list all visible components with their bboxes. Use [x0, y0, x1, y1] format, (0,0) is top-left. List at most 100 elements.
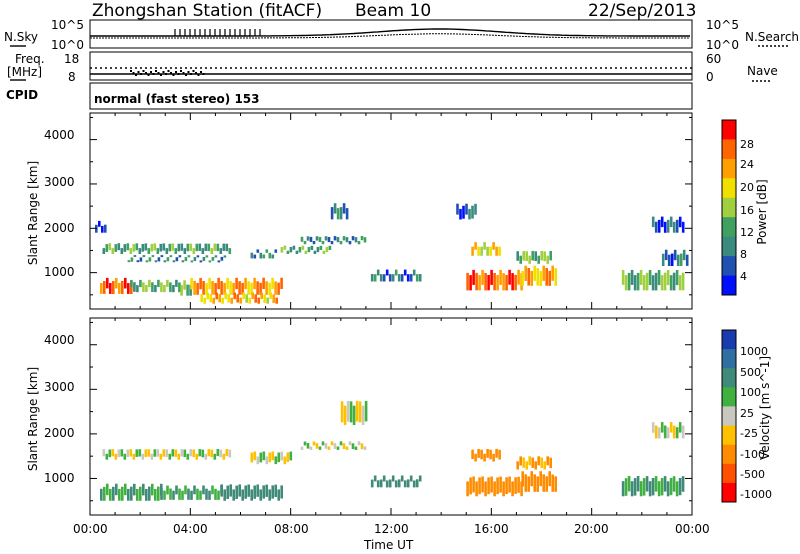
echo-cell — [163, 490, 166, 500]
freq-dot — [132, 72, 135, 74]
echo-cell — [289, 247, 293, 253]
p2-y-axis-label: Slant Range [km] — [26, 366, 40, 472]
echo-cell — [342, 443, 346, 449]
echo-cell — [165, 449, 169, 457]
echo-cell — [349, 401, 353, 423]
nsky-tick-high: 10^5 — [51, 18, 84, 32]
echo-cell — [169, 255, 173, 258]
echo-cell — [306, 443, 310, 449]
colorbar-cell — [722, 368, 736, 388]
echo-cell — [468, 208, 471, 220]
echo-cell — [202, 485, 205, 495]
echo-cell — [403, 480, 407, 488]
echo-cell — [661, 253, 665, 266]
echo-cell — [268, 489, 271, 501]
echo-cell — [316, 246, 320, 253]
echo-cell — [150, 453, 154, 460]
echo-cell — [201, 248, 205, 254]
echo-cell — [364, 400, 368, 422]
echo-cell — [642, 275, 646, 291]
echo-cell — [187, 488, 190, 500]
echo-cell — [147, 248, 151, 254]
echo-cell — [244, 277, 247, 290]
freq-dot — [202, 73, 205, 75]
echo-cell — [250, 452, 254, 463]
echo-cell — [522, 251, 525, 261]
echo-cell — [130, 279, 133, 288]
echo-cell — [355, 401, 359, 422]
echo-cell — [537, 456, 540, 466]
echo-cell — [106, 277, 109, 289]
echo-cell — [330, 207, 334, 220]
cb2-label: Velocity [m s^-1] — [758, 355, 772, 460]
echo-cell — [667, 254, 671, 266]
echo-cell — [211, 281, 214, 295]
echo-cell — [209, 294, 212, 303]
cb2-tick-neg25: -25 — [740, 427, 758, 440]
echo-cell — [102, 248, 106, 254]
echo-cell — [178, 255, 182, 258]
echo-cell — [208, 490, 211, 500]
echo-cell — [663, 425, 667, 439]
echo-cell — [271, 254, 275, 259]
echo-cell — [157, 279, 160, 287]
echo-cell — [642, 478, 646, 496]
echo-cell — [168, 453, 172, 460]
echo-cell — [682, 249, 686, 261]
echo-cell — [382, 475, 386, 482]
echo-cell — [495, 448, 498, 458]
echo-cell — [195, 453, 199, 460]
echo-cell — [251, 292, 254, 299]
echo-cell — [543, 251, 546, 262]
echo-cell — [181, 260, 185, 263]
beam-title: Beam 10 — [355, 1, 432, 21]
freq-dot — [145, 72, 147, 74]
echo-cell — [159, 243, 163, 252]
echo-cell — [127, 488, 130, 501]
echo-cell — [147, 449, 151, 457]
colorbar-cell — [722, 406, 736, 426]
freq-dot — [142, 70, 145, 72]
echo-cell — [319, 245, 323, 250]
echo-cell — [118, 488, 121, 501]
echo-cell — [630, 269, 634, 285]
echo-cell — [135, 243, 139, 251]
echo-cell — [142, 483, 145, 496]
echo-cell — [222, 243, 226, 251]
echo-cell — [324, 236, 328, 241]
echo-cell — [673, 249, 677, 261]
echo-cell — [181, 490, 184, 500]
echo-cell — [211, 257, 215, 261]
echo-cell — [307, 246, 311, 253]
echo-cell — [189, 449, 193, 457]
echo-cell — [196, 283, 199, 295]
echo-cell — [159, 453, 163, 460]
echo-cell — [471, 449, 474, 460]
echo-cell — [138, 248, 142, 254]
echo-cell — [539, 471, 542, 487]
echo-cell — [103, 486, 106, 501]
colorbar-cell — [722, 158, 736, 179]
echo-cell — [477, 449, 480, 458]
echo-cell — [409, 475, 413, 482]
echo-cell — [114, 244, 118, 252]
echo-cell — [275, 297, 278, 304]
echo-cell — [196, 255, 200, 258]
echo-cell — [496, 275, 499, 291]
echo-cell — [129, 449, 133, 457]
echo-cell — [133, 483, 136, 496]
echo-cell — [256, 456, 260, 465]
echo-cell — [342, 236, 346, 241]
echo-cell — [190, 260, 194, 263]
echo-cell — [160, 282, 163, 293]
echo-cell — [215, 292, 218, 300]
cb2-tick-neg100: -100 — [740, 448, 765, 461]
echo-cell — [342, 203, 346, 214]
echo-cell — [130, 486, 133, 501]
echo-cell — [169, 282, 172, 293]
echo-cell — [186, 243, 190, 252]
freq-unit-label: [MHz] — [7, 65, 43, 79]
echo-cell — [527, 476, 530, 492]
echo-cell — [676, 254, 680, 266]
freq-dot — [190, 73, 192, 75]
